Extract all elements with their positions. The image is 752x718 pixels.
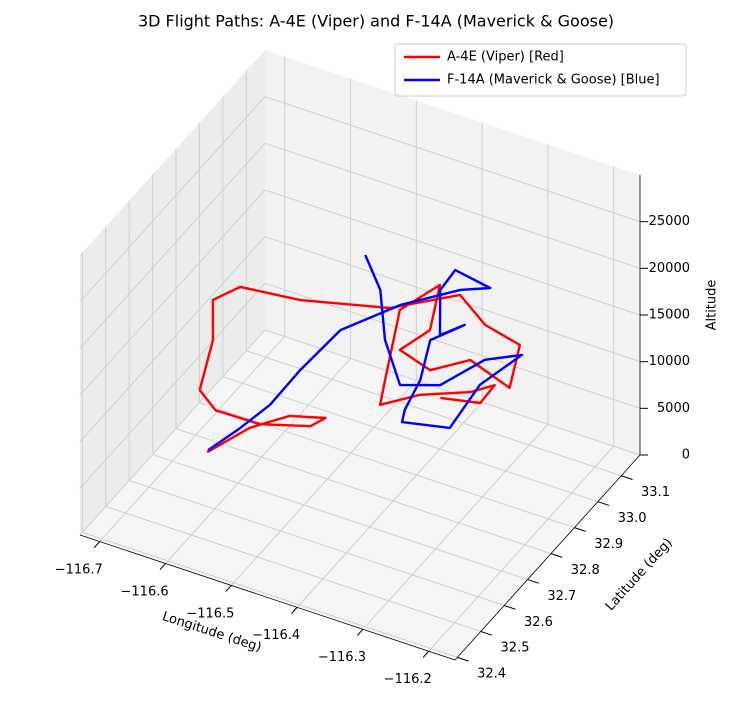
x-tick-label: −116.4 [252,628,300,643]
grid-line [79,142,266,349]
y-tick-label: 33.1 [641,485,670,500]
z-axis-label: Altitude [705,280,720,331]
grid-line [79,236,266,443]
grid-line [82,531,458,658]
panes [80,50,640,660]
tick-mark [422,650,430,658]
grid-line [79,329,266,536]
tick-mark [621,475,633,480]
z-tick-label: 20000 [649,261,690,276]
y-tick-label: 32.6 [524,615,553,630]
tick-mark [574,527,586,532]
grid-line [246,350,622,477]
y-tick-label: 32.9 [594,537,623,552]
tick-mark [550,553,563,558]
z-tick-label: 5000 [657,401,690,416]
tick-mark [291,607,298,614]
tick-mark [597,501,610,506]
y-tick-label: 33.0 [618,511,647,526]
flight-path [207,254,524,452]
grid-line [79,282,266,489]
grid-line [222,376,599,503]
tick-mark [225,585,232,592]
grid-line [152,454,528,581]
grid-line [79,96,266,303]
x-tick-label: −116.6 [121,584,169,599]
tick-mark [527,579,540,584]
grid-line [99,336,286,542]
tick-mark [504,605,516,610]
grid-line [264,282,641,409]
axis-line [79,534,456,661]
legend: A-4E (Viper) [Red] F-14A (Maverick & Goos… [394,43,687,97]
tick-mark [356,628,364,636]
z-tick-label: 0 [682,448,690,463]
tick-mark [159,563,166,570]
tick-mark [480,630,493,636]
grid-line [264,142,641,269]
legend-label: A-4E (Viper) [Red] [447,50,564,65]
grid-line [230,380,417,586]
x-tick-label: −116.3 [318,650,366,665]
legend-box [394,43,687,97]
y-tick-label: 32.4 [477,667,506,682]
x-tick-label: −116.5 [186,606,234,621]
z-tick-label: 15000 [649,308,690,323]
x-tick-label: −116.7 [55,562,103,577]
grid-line [362,423,549,630]
tick-mark [93,541,101,549]
grid-line [264,236,641,363]
grid-line [105,505,481,632]
y-tick-label: 32.5 [501,641,530,656]
tick-mark [457,656,469,662]
grid-line [79,189,266,396]
y-tick-label: 32.7 [547,589,576,604]
grid-line [175,428,552,555]
chart-title: 3D Flight Paths: A-4E (Viper) and F-14A … [138,12,614,31]
flight-path [198,283,522,454]
grid-line [129,480,505,606]
y-tick-label: 32.8 [571,563,600,578]
legend-label: F-14A (Maverick & Goose) [Blue] [447,73,660,88]
grid-line [296,402,483,608]
x-tick-label: −116.2 [384,672,432,687]
grid-line [264,96,641,223]
grid-line [165,358,351,564]
grid-line [428,445,615,652]
z-tick-label: 10000 [649,354,690,369]
grid-line [264,189,641,316]
axis-line [454,454,641,661]
z-tick-label: 25000 [649,214,690,229]
